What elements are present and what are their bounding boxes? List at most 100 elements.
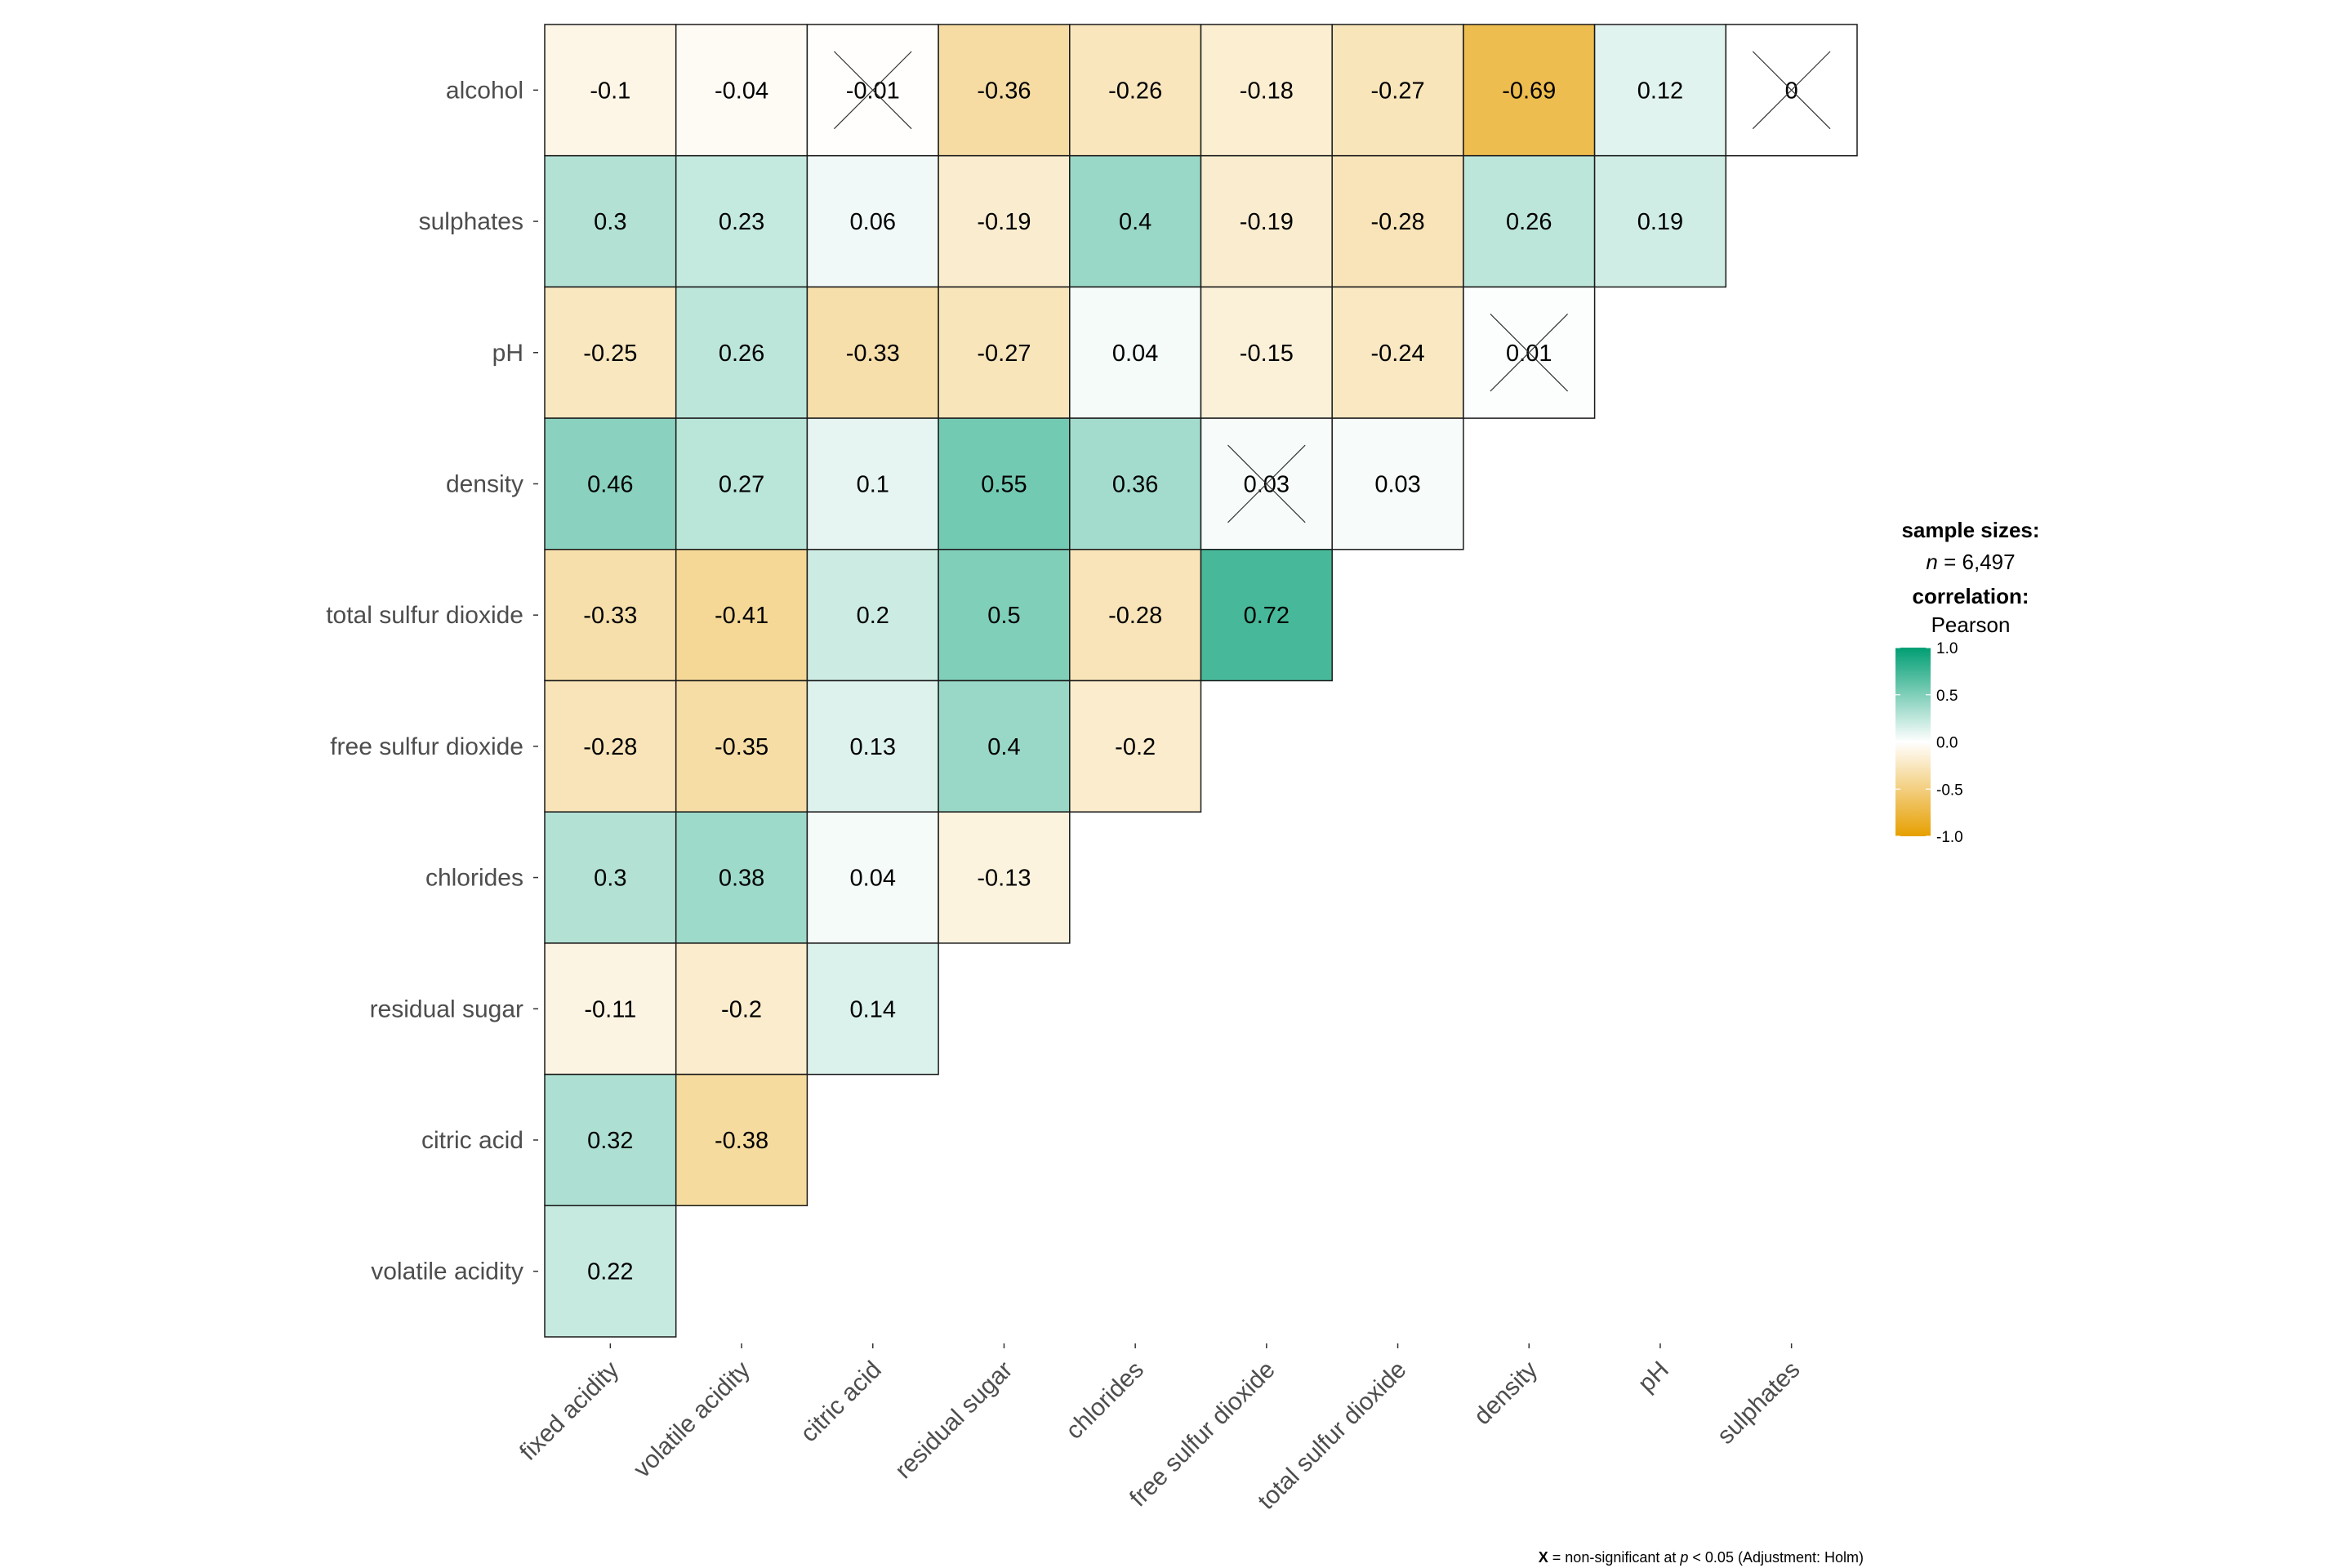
cell-value-label: -0.24 — [1370, 341, 1424, 367]
cell-citric-acid-fixed-acidity: 0.32 — [544, 1073, 677, 1207]
heatmap-cell — [675, 942, 808, 1076]
cell-value-label: 0.19 — [1637, 209, 1683, 235]
cell-density-total-sulfur-dioxide: 0.03 — [1331, 417, 1464, 550]
heatmap-cell — [675, 286, 808, 419]
cell-value-label: 0.22 — [587, 1259, 633, 1285]
cell-volatile-acidity-fixed-acidity: 0.22 — [544, 1205, 677, 1338]
heatmap-cell — [544, 154, 677, 288]
cell-value-label: -0.33 — [583, 603, 637, 629]
cell-density-residual-sugar: 0.55 — [938, 417, 1071, 550]
cell-value-label: -0.11 — [584, 996, 636, 1022]
cell-value-label: -0.19 — [1240, 209, 1294, 235]
non-significant-cross — [1752, 51, 1831, 130]
heatmap-cell — [1463, 286, 1596, 419]
heatmap-cell — [675, 811, 808, 944]
heatmap-cell — [544, 679, 677, 813]
cell-value-label: 0.46 — [587, 471, 633, 497]
y-axis: alcohol sulphates pH density total sulfur di… — [326, 77, 538, 1285]
heatmap-cell — [1331, 154, 1464, 288]
cell-ph-free-sulfur-dioxide: -0.15 — [1200, 286, 1333, 419]
heatmap-cell — [806, 679, 939, 813]
cell-sulphates-free-sulfur-dioxide: -0.19 — [1200, 154, 1333, 288]
cell-ph-volatile-acidity: 0.26 — [675, 286, 808, 419]
cell-value-label: -0.19 — [977, 209, 1031, 235]
cell-value-label: 0.03 — [1374, 471, 1420, 497]
legend-tick-label: 0.5 — [1936, 688, 1958, 705]
cell-alcohol-fixed-acidity: -0.1 — [544, 24, 677, 157]
cell-alcohol-sulphates: 0 — [1725, 24, 1858, 157]
heatmap-cell — [1200, 549, 1333, 682]
cell-residual-sugar-citric-acid: 0.14 — [806, 942, 939, 1076]
heatmap-cell — [806, 942, 939, 1076]
heatmap-cell — [544, 811, 677, 944]
heatmap-cell — [1200, 24, 1333, 157]
heatmap-cell — [1331, 24, 1464, 157]
cell-value-label: 0.04 — [1112, 341, 1158, 367]
cell-sulphates-fixed-acidity: 0.3 — [544, 154, 677, 288]
cell-value-label: -0.35 — [715, 734, 768, 760]
heatmap-cell — [938, 417, 1071, 550]
cell-value-label: -0.27 — [1370, 78, 1424, 104]
heatmap-cell — [675, 417, 808, 550]
cell-density-volatile-acidity: 0.27 — [675, 417, 808, 550]
cell-free-sulfur-dioxide-fixed-acidity: -0.28 — [544, 679, 677, 813]
cell-value-label: -0.1 — [590, 78, 630, 104]
cell-value-label: -0.28 — [1370, 209, 1424, 235]
heatmap-cells: -0.1 -0.04 -0.01 -0.36 -0.26 -0.18 -0.27 -0.69 0… — [544, 24, 1858, 1338]
cell-citric-acid-volatile-acidity: -0.38 — [675, 1073, 808, 1207]
legend-tick-label: 0.0 — [1936, 735, 1958, 752]
cell-alcohol-ph: 0.12 — [1593, 24, 1727, 157]
cell-value-label: 0.26 — [719, 341, 764, 367]
legend-tick-label: 1.0 — [1936, 640, 1958, 657]
cell-value-label: 0.1 — [857, 471, 889, 497]
cell-chlorides-residual-sugar: -0.13 — [938, 811, 1071, 944]
heatmap-cell — [544, 549, 677, 682]
cell-total-sulfur-dioxide-volatile-acidity: -0.41 — [675, 549, 808, 682]
y-axis-label-citric-acid: citric acid — [421, 1127, 523, 1154]
legend-method: Pearson — [1931, 612, 2011, 637]
legend-sample-sizes-title: sample sizes: — [1901, 518, 2039, 542]
non-significant-cross — [1490, 313, 1569, 392]
cell-ph-fixed-acidity: -0.25 — [544, 286, 677, 419]
legend-tick-label: -0.5 — [1936, 782, 1963, 799]
cell-value-label: 0.72 — [1244, 603, 1290, 629]
y-axis-label-volatile-acidity: volatile acidity — [371, 1258, 523, 1285]
y-axis-label-alcohol: alcohol — [446, 77, 523, 104]
y-axis-label-chlorides: chlorides — [425, 865, 523, 892]
cell-sulphates-density: 0.26 — [1463, 154, 1596, 288]
legend-n-symbol: n — [1926, 550, 1937, 574]
cell-value-label: -0.41 — [715, 603, 768, 629]
cell-density-free-sulfur-dioxide: 0.03 — [1200, 417, 1333, 550]
legend-sample-size: n = 6,497 — [1926, 550, 2015, 574]
cell-value-label: -0.2 — [1115, 734, 1156, 760]
cell-residual-sugar-volatile-acidity: -0.2 — [675, 942, 808, 1076]
y-axis-label-ph: pH — [492, 340, 523, 367]
y-axis-label-residual-sugar: residual sugar — [370, 996, 523, 1022]
cell-free-sulfur-dioxide-chlorides: -0.2 — [1069, 679, 1202, 813]
cell-alcohol-citric-acid: -0.01 — [806, 24, 939, 157]
cell-chlorides-citric-acid: 0.04 — [806, 811, 939, 944]
legend-tick-label: -1.0 — [1936, 829, 1963, 846]
cell-value-label: -0.28 — [1108, 603, 1162, 629]
y-axis-label-density: density — [446, 470, 523, 497]
heatmap-cell — [1593, 24, 1727, 157]
heatmap-cell — [1069, 549, 1202, 682]
cell-value-label: -0.69 — [1502, 78, 1556, 104]
cell-free-sulfur-dioxide-residual-sugar: 0.4 — [938, 679, 1071, 813]
cell-value-label: -0.18 — [1240, 78, 1294, 104]
cell-free-sulfur-dioxide-citric-acid: 0.13 — [806, 679, 939, 813]
cell-total-sulfur-dioxide-chlorides: -0.28 — [1069, 549, 1202, 682]
caption: X = non-significant at p < 0.05 (Adjustm… — [1539, 1549, 1864, 1566]
y-axis-label-total-sulfur-dioxide: total sulfur dioxide — [326, 602, 523, 629]
cell-ph-chlorides: 0.04 — [1069, 286, 1202, 419]
legend: sample sizes: n = 6,497 correlation: Pea… — [1895, 518, 2040, 846]
cell-value-label: -0.13 — [977, 866, 1031, 892]
cell-total-sulfur-dioxide-residual-sugar: 0.5 — [938, 549, 1071, 682]
cell-sulphates-total-sulfur-dioxide: -0.28 — [1331, 154, 1464, 288]
cell-ph-density: 0.01 — [1463, 286, 1596, 419]
heatmap-cell — [806, 549, 939, 682]
cell-value-label: -0.28 — [583, 734, 637, 760]
cell-alcohol-volatile-acidity: -0.04 — [675, 24, 808, 157]
cell-sulphates-ph: 0.19 — [1593, 154, 1727, 288]
cell-sulphates-chlorides: 0.4 — [1069, 154, 1202, 288]
